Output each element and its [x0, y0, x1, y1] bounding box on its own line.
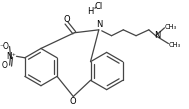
- Text: CH₃: CH₃: [164, 24, 177, 30]
- Text: Cl: Cl: [95, 2, 103, 11]
- Text: N: N: [154, 31, 161, 40]
- Text: N: N: [97, 20, 103, 29]
- Text: CH₃: CH₃: [168, 42, 180, 48]
- Text: O: O: [2, 61, 8, 70]
- Text: O: O: [63, 14, 70, 24]
- Text: ⁻O: ⁻O: [0, 42, 10, 51]
- Text: O: O: [70, 97, 77, 106]
- Text: H: H: [87, 7, 93, 16]
- Text: N⁺: N⁺: [7, 52, 16, 61]
